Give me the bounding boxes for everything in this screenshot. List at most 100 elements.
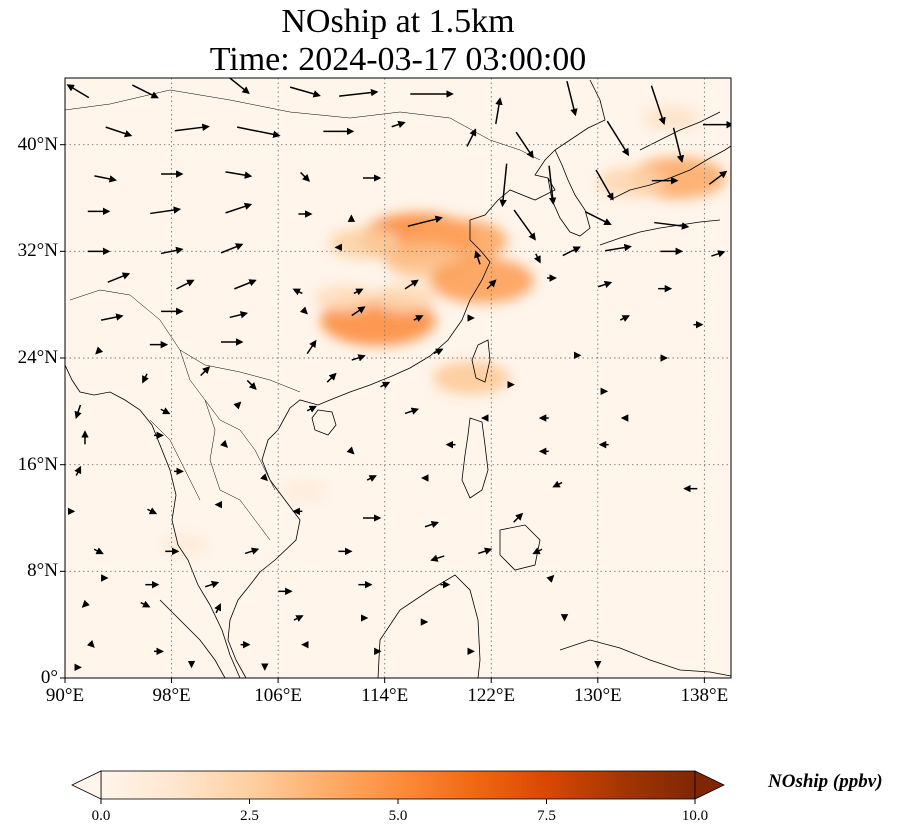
wind-arrow xyxy=(306,339,317,355)
wind-arrow xyxy=(95,346,104,355)
wind-arrow xyxy=(225,171,253,179)
lat-tick-label: 32°N xyxy=(17,240,58,262)
wind-arrow xyxy=(433,348,444,356)
wind-arrow xyxy=(176,279,195,290)
lat-tick-label: 8°N xyxy=(27,560,58,582)
lat-tick-label: 0° xyxy=(40,667,58,688)
wind-arrow xyxy=(174,123,210,132)
wind-arrow xyxy=(150,206,182,215)
coastline-new-guinea xyxy=(559,639,731,677)
wind-arrow xyxy=(606,120,630,157)
wind-arrow xyxy=(229,311,249,319)
wind-arrow xyxy=(619,315,630,322)
wind-arrow xyxy=(499,163,508,208)
wind-vectors xyxy=(66,78,731,672)
plot-title: NOship at 1.5km xyxy=(281,3,515,40)
wind-arrow xyxy=(552,480,563,488)
axis-tick-marks xyxy=(60,144,705,683)
wind-arrow xyxy=(140,600,151,608)
wind-arrow xyxy=(708,170,728,185)
wind-arrow xyxy=(147,507,158,515)
coastline-sumatra xyxy=(159,599,226,678)
concentration-hotspot xyxy=(643,105,700,131)
wind-arrow xyxy=(532,547,543,555)
wind-arrow xyxy=(597,280,613,289)
colorbar-tick-label: 10.0 xyxy=(681,808,709,824)
wind-arrow xyxy=(246,379,257,390)
wind-arrow xyxy=(236,126,281,139)
concentration-hotspot xyxy=(314,284,376,312)
wind-arrow xyxy=(299,306,308,315)
wind-arrow xyxy=(204,580,220,589)
gridlines xyxy=(65,78,731,678)
wind-arrow xyxy=(353,288,364,296)
concentration-hotspot xyxy=(432,361,510,395)
wind-arrow xyxy=(351,354,366,362)
wind-arrow xyxy=(711,250,726,258)
colorbar-tick-label: 0.0 xyxy=(91,808,111,824)
wind-arrow xyxy=(300,171,311,182)
lon-tick-label: 122°E xyxy=(467,685,516,706)
wind-arrow xyxy=(289,86,321,98)
coastline-luzon xyxy=(461,417,489,499)
wind-arrow xyxy=(424,520,440,529)
concentration-field xyxy=(161,105,726,555)
lon-tick-label: 98°E xyxy=(152,685,191,706)
wind-arrow xyxy=(513,209,536,241)
wind-arrow xyxy=(404,279,419,290)
wind-arrow xyxy=(595,169,614,201)
wind-arrow xyxy=(513,512,524,523)
wind-arrow xyxy=(478,547,493,555)
wind-arrow xyxy=(233,401,242,410)
wind-arrow xyxy=(214,603,221,614)
coastline-mainland xyxy=(227,79,606,678)
wind-arrow xyxy=(292,288,303,296)
lon-tick-label: 114°E xyxy=(361,685,409,706)
coastline-borneo xyxy=(377,574,481,678)
wind-arrow xyxy=(228,78,250,95)
wind-arrow xyxy=(474,250,482,265)
colorbar-extend-min xyxy=(71,770,102,800)
colorbar-tick-label: 2.5 xyxy=(240,808,259,824)
coastline-bay-of-bengal xyxy=(65,364,241,678)
wind-arrow xyxy=(486,279,497,290)
plot-timestamp: Time: 2024-03-17 03:00:00 xyxy=(209,41,587,78)
wind-arrow xyxy=(100,313,124,321)
colorbar-tick-label: 7.5 xyxy=(537,808,556,824)
map-frame xyxy=(64,77,732,679)
wind-arrow xyxy=(66,84,90,99)
lon-tick-label: 90°E xyxy=(45,685,85,706)
wind-arrow xyxy=(562,246,581,257)
wind-arrow xyxy=(339,88,379,97)
wind-arrow xyxy=(546,574,555,583)
wind-arrow xyxy=(391,120,406,129)
wind-arrow xyxy=(94,175,117,183)
wind-arrow xyxy=(234,279,257,290)
colorbar-label: NOship (ppbv) xyxy=(768,771,883,792)
wind-arrow xyxy=(566,81,578,117)
wind-arrow xyxy=(466,128,477,147)
wind-arrow xyxy=(86,639,95,648)
wind-arrow xyxy=(225,202,253,214)
wind-arrow xyxy=(404,407,420,415)
wind-arrow xyxy=(220,243,244,254)
wind-arrow xyxy=(142,373,149,384)
concentration-hotspot xyxy=(597,167,665,197)
wind-arrow xyxy=(548,165,557,206)
lon-tick-label: 106°E xyxy=(254,685,302,706)
wind-arrow xyxy=(366,475,377,482)
lat-tick-label: 24°N xyxy=(17,347,58,368)
wind-arrow xyxy=(650,85,666,125)
coastlines xyxy=(65,79,731,678)
wind-arrow xyxy=(351,306,366,317)
wind-arrow xyxy=(74,404,82,420)
coastline-taiwan xyxy=(471,339,491,383)
wind-arrow xyxy=(672,127,685,163)
wind-arrow xyxy=(160,246,184,255)
wind-arrow xyxy=(654,221,690,230)
lat-tick-label: 16°N xyxy=(17,453,58,475)
wind-arrow xyxy=(260,473,268,482)
coastline-mindanao xyxy=(499,524,541,571)
concentration-hotspot xyxy=(282,481,328,502)
